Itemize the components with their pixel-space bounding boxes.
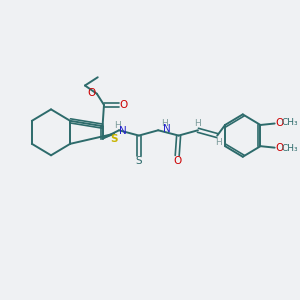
Text: H: H bbox=[115, 121, 121, 130]
Text: O: O bbox=[276, 118, 284, 128]
Bar bbox=[114, 123, 122, 128]
Text: O: O bbox=[173, 156, 181, 166]
Text: S: S bbox=[110, 134, 118, 144]
Text: O: O bbox=[276, 143, 284, 153]
Text: S: S bbox=[136, 156, 142, 166]
Text: H: H bbox=[215, 137, 222, 146]
Text: CH₃: CH₃ bbox=[281, 144, 298, 153]
Text: N: N bbox=[118, 126, 126, 136]
Text: H: H bbox=[161, 119, 168, 128]
Text: O: O bbox=[88, 88, 96, 98]
Text: N: N bbox=[164, 124, 171, 134]
Text: H: H bbox=[194, 119, 201, 128]
Text: CH₃: CH₃ bbox=[281, 118, 298, 127]
Text: O: O bbox=[119, 100, 128, 110]
